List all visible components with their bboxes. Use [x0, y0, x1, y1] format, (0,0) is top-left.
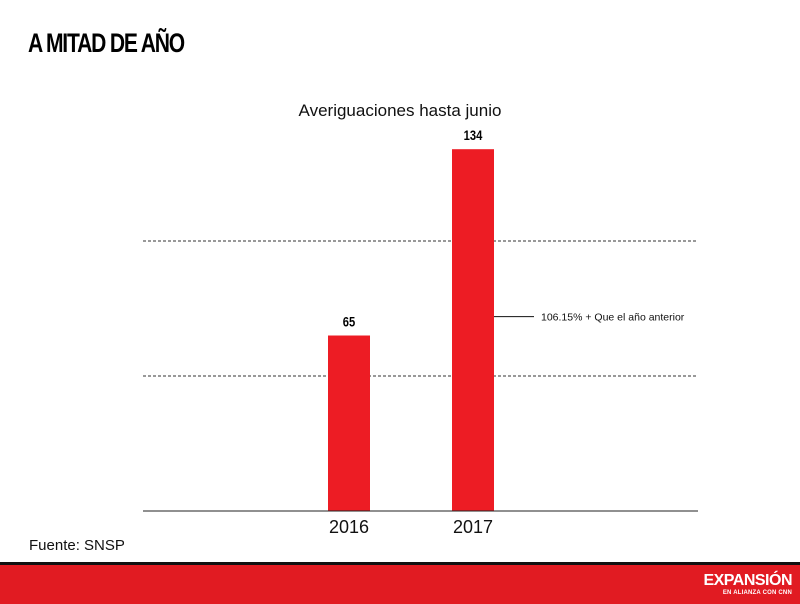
bar-chart: 65 2016 134 2017 106.15% + Que el año anteri…: [143, 128, 698, 537]
x-tick-label-2017: 2017: [453, 517, 493, 537]
value-label-2017: 134: [464, 128, 483, 143]
footer-band: [0, 565, 800, 604]
expansion-logo[interactable]: EXPANSIÓN EN ALIANZA CON CNN: [703, 573, 792, 597]
value-label-2016: 65: [343, 314, 355, 329]
chart-title: Averiguaciones hasta junio: [298, 101, 502, 120]
annotation-label: 106.15% + Que el año anterior: [541, 312, 685, 324]
bar-2016: [328, 335, 370, 511]
source-note: Fuente: SNSP: [29, 537, 125, 554]
bar-2017: [452, 149, 494, 511]
x-tick-label-2016: 2016: [329, 517, 369, 537]
logo-wordmark: EXPANSIÓN: [703, 572, 792, 589]
logo-tagline: EN ALIANZA CON CNN: [722, 590, 792, 596]
footer-rule: [0, 562, 800, 565]
headline: A MITAD DE AÑO: [28, 28, 185, 58]
